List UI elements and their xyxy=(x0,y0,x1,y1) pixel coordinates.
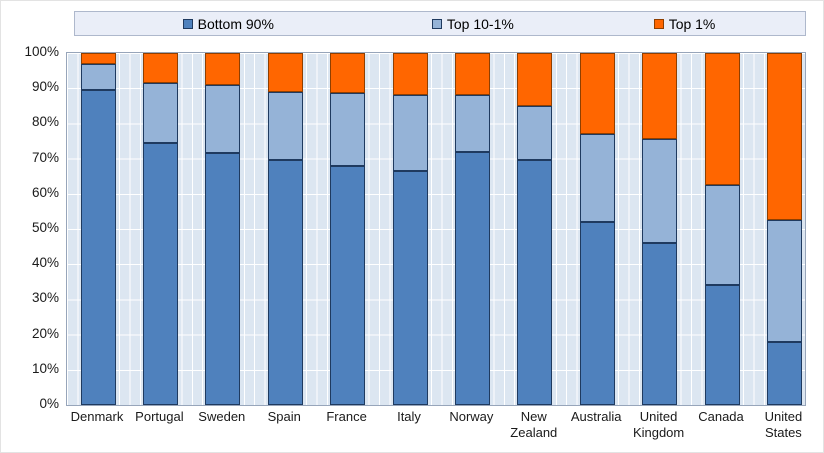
bar-segment xyxy=(80,89,116,405)
bar-segment xyxy=(205,53,241,85)
bar-segment xyxy=(330,165,366,405)
bar-segment xyxy=(267,160,303,405)
legend-item-bottom-90: Bottom 90% xyxy=(75,16,382,32)
bar-denmark xyxy=(80,53,116,405)
bar-australia xyxy=(579,53,615,405)
bar-segment xyxy=(517,160,553,405)
y-tick-label: 30% xyxy=(31,290,59,306)
bar-segment xyxy=(579,221,615,405)
bar-segment xyxy=(517,53,553,106)
bar-segment xyxy=(454,53,490,96)
bar-segment xyxy=(267,53,303,92)
legend-swatch-bottom-90-icon xyxy=(182,18,193,29)
bar-segment xyxy=(80,53,116,64)
bar-united-kingdom xyxy=(642,53,678,405)
x-axis-label: Canada xyxy=(698,409,744,424)
bar-segment xyxy=(642,139,678,244)
plot-area xyxy=(66,52,806,406)
y-tick-label: 80% xyxy=(31,114,59,130)
bar-norway xyxy=(454,53,490,405)
legend-item-top-1: Top 1% xyxy=(564,16,805,32)
bar-segment xyxy=(704,185,740,286)
y-tick-label: 100% xyxy=(24,44,59,59)
legend: Bottom 90% Top 10-1% Top 1% xyxy=(74,11,806,36)
bar-segment xyxy=(579,133,615,222)
x-axis-label: Australia xyxy=(570,409,622,424)
bar-segment xyxy=(704,285,740,405)
x-axis-label: New Zealand xyxy=(510,409,558,440)
bar-segment xyxy=(205,84,241,154)
bar-segment xyxy=(517,105,553,161)
x-axis-label: Italy xyxy=(397,409,421,424)
bar-segment xyxy=(330,93,366,166)
bar-united-states xyxy=(766,53,802,405)
bar-segment xyxy=(392,95,428,171)
y-tick-label: 20% xyxy=(31,325,59,341)
bar-portugal xyxy=(142,53,178,405)
bar-segment xyxy=(642,243,678,405)
y-tick-label: 10% xyxy=(31,360,59,376)
bar-segment xyxy=(330,53,366,94)
bar-segment xyxy=(142,53,178,83)
legend-label: Top 10-1% xyxy=(446,15,514,32)
x-axis-label: Portugal xyxy=(135,409,184,424)
bar-segment xyxy=(267,91,303,161)
bar-segment xyxy=(80,63,116,90)
bar-segment xyxy=(205,153,241,405)
bar-sweden xyxy=(205,53,241,405)
x-axis-label: Sweden xyxy=(198,409,246,424)
y-tick-label: 70% xyxy=(31,149,59,165)
y-tick-label: 0% xyxy=(39,396,59,411)
bar-segment xyxy=(142,82,178,143)
bar-segment xyxy=(579,53,615,134)
bar-segment xyxy=(392,53,428,96)
y-tick-label: 50% xyxy=(31,220,59,235)
bar-spain xyxy=(267,53,303,405)
x-axis-label: United Kingdom xyxy=(632,409,685,440)
bar-segment xyxy=(392,170,428,405)
legend-swatch-top-10-1-icon xyxy=(431,18,442,29)
bar-segment xyxy=(142,142,178,405)
x-axis-label: Norway xyxy=(449,409,494,424)
legend-swatch-top-1-icon xyxy=(653,18,664,29)
bar-segment xyxy=(766,53,802,221)
x-axis-label: Spain xyxy=(267,409,301,424)
legend-item-top-10-1: Top 10-1% xyxy=(382,16,565,32)
x-axis: Denmark Portugal Sweden Spain France Italy Nor… xyxy=(66,409,823,451)
legend-label: Top 1% xyxy=(668,15,716,32)
x-axis-label: France xyxy=(326,409,367,424)
bar-italy xyxy=(392,53,428,405)
bar-segment xyxy=(642,53,678,140)
x-axis-label: United States xyxy=(764,409,803,440)
y-tick-label: 60% xyxy=(31,184,59,200)
legend-label: Bottom 90% xyxy=(197,15,274,32)
bar-france xyxy=(330,53,366,405)
y-tick-label: 90% xyxy=(31,79,59,95)
bar-segment xyxy=(766,220,802,342)
x-axis-label: Denmark xyxy=(70,409,124,424)
y-tick-label: 40% xyxy=(31,255,59,271)
bar-new-zealand xyxy=(517,53,553,405)
bar-canada xyxy=(704,53,740,405)
bar-segment xyxy=(454,95,490,152)
bar-segment xyxy=(766,341,802,405)
bar-segment xyxy=(454,151,490,405)
bar-segment xyxy=(704,53,740,185)
